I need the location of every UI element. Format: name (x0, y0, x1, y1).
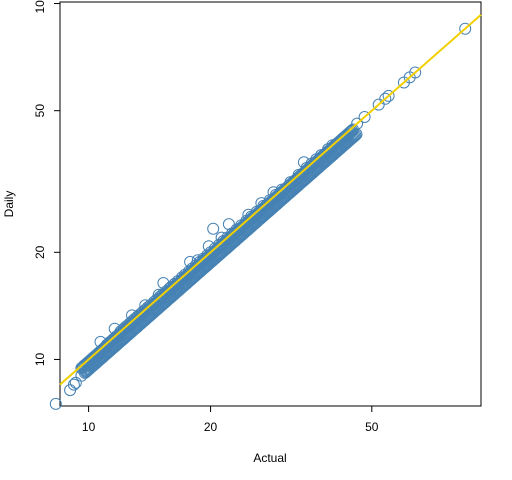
plot-frame (59, 1, 482, 407)
x-axis-title: Actual (253, 451, 286, 465)
reference-line-y-equals-x (59, 14, 482, 386)
y-axis: 10 20 50 100 (33, 0, 60, 366)
y-tick-label: 20 (33, 245, 47, 259)
data-point (67, 378, 80, 391)
x-tick-label: 50 (365, 420, 379, 434)
data-point (459, 22, 472, 35)
y-axis-title: Daily (2, 191, 16, 218)
x-axis: 10 20 50 (82, 406, 379, 434)
data-point (349, 129, 362, 142)
y-tick-label: 100 (33, 0, 47, 14)
data-point (348, 130, 361, 143)
x-tick-label: 10 (82, 420, 96, 434)
data-point (379, 92, 392, 105)
data-point (207, 222, 220, 235)
y-tick-label: 10 (33, 352, 47, 366)
data-point (358, 111, 371, 123)
data-points (49, 22, 472, 410)
data-point (222, 218, 235, 231)
data-point (347, 131, 360, 144)
x-tick-label: 20 (204, 420, 218, 434)
data-point (49, 397, 62, 410)
y-tick-label: 50 (33, 104, 47, 118)
data-point (350, 128, 363, 141)
data-point (382, 89, 395, 102)
data-point (409, 66, 422, 79)
data-point (346, 132, 359, 144)
